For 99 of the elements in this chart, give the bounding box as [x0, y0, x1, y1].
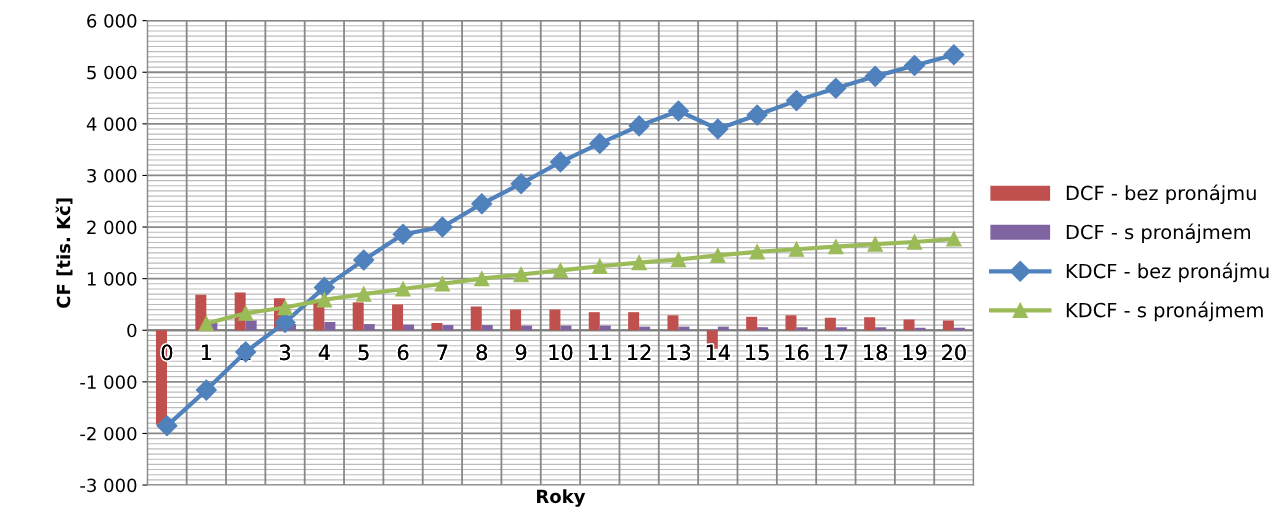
point — [156, 415, 178, 437]
point — [710, 247, 726, 264]
point — [434, 276, 451, 292]
x-tick-label: 13 — [667, 344, 691, 361]
point — [474, 271, 490, 287]
bar — [835, 327, 847, 331]
x-tick-label: 4 — [318, 344, 330, 360]
y-tick-label: 5 000 — [87, 65, 137, 80]
bar — [796, 327, 808, 331]
bar — [824, 317, 836, 331]
bar — [942, 320, 954, 331]
y-axis-title: CF [tis. Kč] — [55, 198, 73, 308]
x-tick-label: 18 — [864, 344, 888, 361]
point — [549, 151, 571, 173]
point — [749, 244, 765, 260]
x-tick-label: 14 — [706, 344, 730, 360]
y-tick-label: -1 000 — [80, 375, 137, 389]
point — [195, 379, 217, 401]
point — [392, 223, 414, 245]
point — [592, 258, 608, 274]
bar — [510, 309, 522, 331]
bar — [903, 319, 915, 331]
y-tick-label: 0 — [127, 323, 137, 338]
bar — [549, 309, 561, 331]
y-tick-label: 2 000 — [87, 220, 137, 235]
point — [198, 315, 214, 332]
point — [670, 251, 687, 268]
point — [513, 266, 529, 283]
point — [825, 77, 847, 99]
bar — [875, 327, 887, 331]
point — [667, 100, 689, 122]
x-tick-label: 7 — [437, 344, 448, 360]
point — [353, 249, 375, 271]
point — [589, 132, 611, 154]
x-tick-label: 1 — [201, 344, 212, 360]
bar — [431, 323, 443, 331]
x-tick-label: 3 — [279, 344, 290, 361]
bar — [746, 316, 758, 331]
x-tick-label: 17 — [824, 344, 848, 360]
x-tick-label: 15 — [746, 344, 769, 361]
x-tick-label: 16 — [785, 344, 809, 361]
point — [785, 90, 808, 112]
point — [316, 292, 333, 308]
point — [867, 236, 883, 252]
point — [510, 173, 532, 195]
legend-label: KDCF - s pronájmem — [1066, 301, 1263, 322]
bar — [667, 315, 679, 331]
legend-label: KDCF - bez pronájmu — [1066, 262, 1269, 283]
point — [707, 118, 729, 140]
x-tick-label: 20 — [942, 344, 966, 361]
y-tick-label: -3 000 — [80, 478, 137, 493]
point — [395, 281, 411, 297]
x-tick-label: 8 — [476, 344, 487, 361]
bar — [785, 315, 797, 331]
x-tick-label: 0 — [161, 344, 173, 361]
point — [906, 234, 923, 250]
point — [313, 276, 335, 298]
point — [828, 239, 844, 255]
point — [431, 216, 453, 238]
bar — [363, 324, 375, 331]
y-tick-label: -2 000 — [80, 426, 137, 441]
bar — [481, 325, 493, 331]
x-tick-label: 19 — [903, 344, 927, 361]
x-tick-label: 6 — [397, 344, 409, 361]
bar — [245, 320, 257, 331]
x-tick-label: 9 — [515, 344, 527, 361]
x-axis-title: Roky — [537, 489, 586, 507]
point — [628, 115, 650, 137]
point — [471, 193, 493, 215]
point — [631, 255, 647, 271]
point — [356, 286, 372, 302]
y-tick-label: 1 000 — [87, 272, 137, 286]
point — [946, 231, 962, 247]
point — [552, 262, 569, 279]
x-tick-label: 10 — [549, 344, 573, 361]
point — [238, 305, 254, 321]
bar — [392, 304, 404, 331]
y-tick-label: 4 000 — [86, 117, 137, 131]
bar — [864, 317, 876, 331]
bar — [470, 306, 482, 331]
legend-label: DCF - s pronájmem — [1066, 223, 1250, 244]
bar — [628, 312, 640, 331]
y-tick-label: 6 000 — [87, 14, 137, 28]
y-tick-label: 3 000 — [87, 168, 137, 183]
point — [943, 44, 965, 66]
bar — [588, 312, 600, 331]
x-tick-label: 11 — [588, 344, 612, 360]
bar — [352, 302, 364, 331]
legend-label: DCF - bez pronájmu — [1066, 184, 1256, 205]
x-tick-label: 12 — [628, 344, 651, 360]
point — [904, 55, 926, 77]
point — [277, 299, 293, 316]
point — [864, 65, 886, 87]
bar — [442, 325, 454, 331]
bar — [324, 321, 336, 331]
point — [746, 104, 768, 126]
point — [788, 241, 805, 257]
bar — [757, 327, 769, 331]
x-tick-label: 5 — [358, 344, 369, 361]
